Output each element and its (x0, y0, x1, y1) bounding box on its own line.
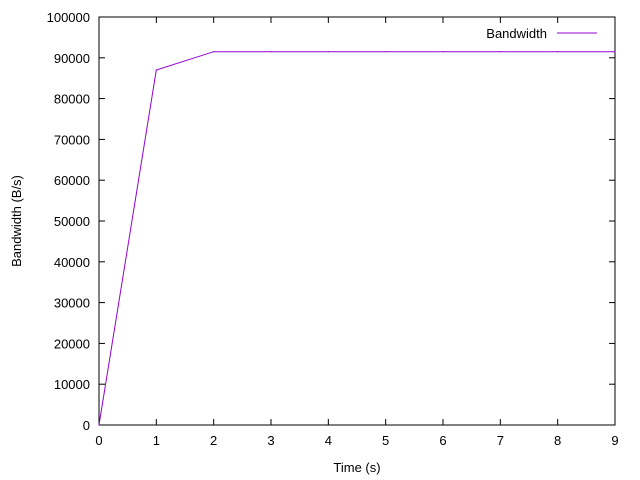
series-line-bandwidth (98, 51, 615, 426)
y-axis-title: Bandwidth (B/s) (9, 175, 24, 267)
y-axis-ticks: 0 10000 20000 30000 40000 50000 60000 70000 8000… (47, 10, 615, 433)
x-tick-label: 4 (325, 433, 332, 448)
y-tick-label: 80000 (54, 92, 90, 107)
data-point (385, 51, 387, 53)
data-point (442, 51, 444, 53)
x-tick-label: 5 (382, 433, 389, 448)
x-tick-label: 7 (497, 433, 504, 448)
data-point (327, 51, 329, 53)
x-tick-label: 9 (611, 433, 618, 448)
y-tick-label: 50000 (54, 214, 90, 229)
y-tick-label: 70000 (54, 132, 90, 147)
data-point (614, 51, 616, 53)
y-tick-label: 60000 (54, 173, 90, 188)
data-point (213, 51, 215, 53)
x-tick-label: 8 (554, 433, 561, 448)
data-point (270, 51, 272, 53)
y-tick-label: 100000 (47, 10, 90, 25)
data-point (557, 51, 559, 53)
x-axis-ticks: 0 1 2 3 4 5 6 7 8 9 (95, 17, 619, 448)
x-tick-label: 6 (439, 433, 446, 448)
legend: Bandwidth (486, 26, 597, 41)
legend-label: Bandwidth (486, 26, 547, 41)
series-layer (98, 51, 616, 426)
data-point (155, 69, 157, 71)
x-tick-label: 3 (267, 433, 274, 448)
data-point (98, 424, 100, 426)
x-tick-label: 2 (210, 433, 217, 448)
y-tick-label: 40000 (54, 255, 90, 270)
data-point (499, 51, 501, 53)
y-tick-label: 0 (83, 418, 90, 433)
x-axis-title: Time (s) (333, 460, 380, 475)
y-tick-label: 90000 (54, 51, 90, 66)
y-tick-label: 10000 (54, 377, 90, 392)
x-tick-label: 0 (95, 433, 102, 448)
y-tick-label: 20000 (54, 336, 90, 351)
y-tick-label: 30000 (54, 296, 90, 311)
plot-frame (98, 16, 616, 426)
x-tick-label: 1 (153, 433, 160, 448)
